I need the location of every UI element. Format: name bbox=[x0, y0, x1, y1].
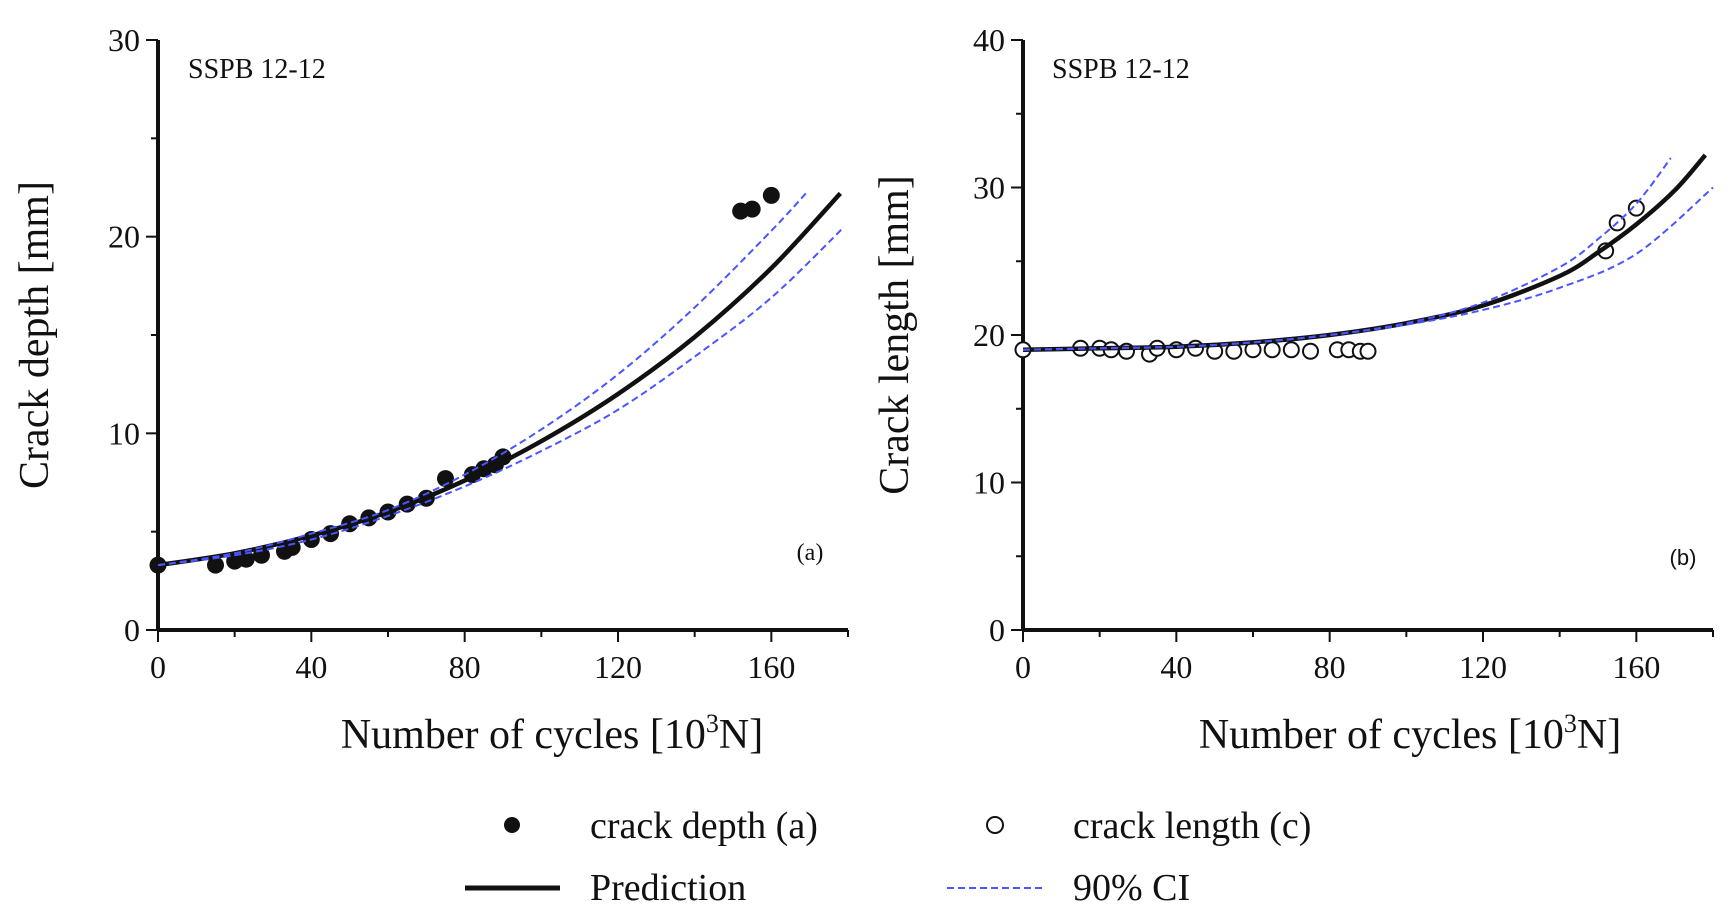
pa-y-tick-label: 30 bbox=[108, 22, 140, 58]
pa-ci-curve bbox=[157, 226, 845, 567]
legend-symbol-crack-depth bbox=[504, 817, 520, 833]
pb-x-tick-label: 40 bbox=[1160, 649, 1192, 685]
pa-x-tick-label: 120 bbox=[594, 649, 642, 685]
pb-data-point bbox=[1282, 341, 1300, 359]
pa-x-tick-label: 160 bbox=[747, 649, 795, 685]
pa-data-point bbox=[207, 556, 224, 574]
pa-data-point bbox=[762, 186, 780, 204]
pb-x-tick-label: 160 bbox=[1612, 649, 1660, 685]
legend: crack depth (a) crack length (c) Predict… bbox=[465, 805, 1311, 909]
pb-x-tick-label: 120 bbox=[1459, 649, 1507, 685]
pa-data-point bbox=[237, 550, 255, 568]
legend-label-crack-depth: crack depth (a) bbox=[590, 805, 818, 847]
pa-specimen-annotation: SSPB 12-12 bbox=[188, 54, 326, 85]
pa-x-axis-label: Number of cycles [103N] bbox=[341, 709, 763, 758]
panel-a-crack-depth: 0 40 80 120 160 0 10 20 30 Crack depth [mm] Number… bbox=[12, 22, 849, 758]
pa-x-tick-label: 40 bbox=[295, 649, 327, 685]
pa-prediction-curve bbox=[157, 191, 842, 568]
pa-y-tick-label: 0 bbox=[124, 612, 140, 648]
pb-y-tick-label: 0 bbox=[989, 612, 1005, 648]
pb-data-point bbox=[1627, 199, 1645, 217]
pa-data-point bbox=[743, 200, 761, 218]
panel-b-crack-length: 0 40 80 120 160 0 10 20 30 40 Crack length [mm] Num… bbox=[872, 22, 1714, 758]
legend-symbol-crack-length bbox=[986, 816, 1004, 834]
pa-data-point bbox=[437, 470, 454, 488]
pa-y-tick-label: 20 bbox=[108, 219, 140, 255]
pa-ci-curve bbox=[157, 192, 807, 567]
pb-y-axis-label: Crack length [mm] bbox=[872, 175, 918, 495]
pb-x-axis-label: Number of cycles [103N] bbox=[1199, 709, 1621, 758]
legend-label-ci: 90% CI bbox=[1073, 867, 1190, 909]
pb-y-tick-label: 20 bbox=[973, 317, 1005, 353]
pb-y-tick-label: 40 bbox=[973, 22, 1005, 58]
legend-label-prediction: Prediction bbox=[590, 867, 746, 909]
pb-x-tick-label: 0 bbox=[1015, 649, 1031, 685]
pb-data-point bbox=[1302, 342, 1319, 360]
pa-y-tick-label: 10 bbox=[108, 415, 140, 451]
legend-label-crack-length: crack length (c) bbox=[1073, 805, 1311, 847]
pa-y-axis-label: Crack depth [mm] bbox=[12, 181, 58, 489]
pb-y-tick-label: 30 bbox=[973, 170, 1005, 206]
pb-panel-label: (b) bbox=[1670, 545, 1697, 570]
pb-y-tick-label: 10 bbox=[973, 465, 1005, 501]
pb-ci-curve bbox=[1022, 157, 1672, 351]
pb-data-point bbox=[1359, 342, 1377, 360]
pa-panel-label: (a) bbox=[797, 540, 824, 566]
pb-data-point bbox=[1263, 341, 1281, 359]
pb-specimen-annotation: SSPB 12-12 bbox=[1052, 54, 1190, 85]
pb-x-tick-label: 80 bbox=[1314, 649, 1346, 685]
pb-ci-curve bbox=[1022, 186, 1714, 351]
pa-x-tick-label: 80 bbox=[449, 649, 481, 685]
pa-x-tick-label: 0 bbox=[150, 649, 166, 685]
